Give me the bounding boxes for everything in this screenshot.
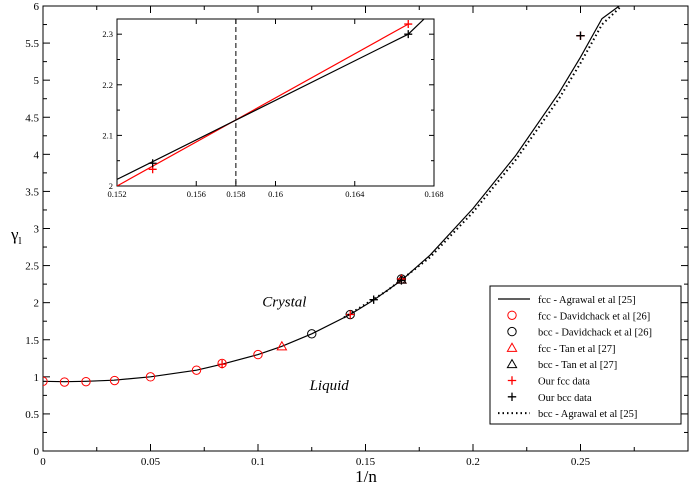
series-bcc-agrawal-et-al-25-	[343, 6, 623, 319]
series-fcc-tan-et-al-27-	[276, 274, 407, 351]
inset-data-point	[404, 30, 413, 39]
data-point	[217, 360, 227, 369]
data-point	[191, 365, 202, 375]
inset-series-bcc	[117, 19, 425, 180]
legend-entry-label: bcc - Tan et al [27]	[538, 360, 617, 371]
legend-entry-label: bcc - Agrawal et al [25]	[538, 409, 637, 420]
legend-entry-label: fcc - Tan et al [27]	[538, 344, 616, 355]
legend-swatch-marker	[506, 358, 518, 369]
series-line	[343, 6, 623, 319]
legend-swatch-marker	[507, 326, 517, 337]
y-tick-label: 0	[34, 446, 40, 458]
y-tick-label: 3	[34, 224, 40, 236]
y-tick-label: 6	[34, 1, 40, 13]
data-point	[43, 376, 48, 386]
inset-x-tick-label: 0.158	[226, 189, 245, 199]
x-axis-label: 1/n	[355, 467, 377, 485]
y-axis-label: γl	[10, 225, 22, 247]
y-tick-label: 3.5	[25, 186, 39, 198]
inset-data-point	[148, 159, 157, 168]
y-tick-label: 2.5	[25, 261, 39, 273]
y-tick-label: 1.5	[25, 335, 39, 347]
data-point	[307, 329, 317, 339]
data-point	[145, 372, 156, 382]
inset-frame	[116, 18, 435, 187]
y-tick-label: 2	[34, 298, 40, 310]
y-tick-label: 5.5	[25, 38, 39, 50]
legend-swatch-marker	[507, 310, 517, 320]
legend-swatch-marker	[507, 392, 517, 401]
inset-y-tick-label: 2.3	[102, 29, 113, 39]
y-tick-label: 1	[34, 372, 40, 384]
x-tick-label: 0.15	[356, 456, 376, 468]
data-point	[369, 295, 378, 304]
series-fcc-davidchack-et-al-26-	[43, 349, 263, 387]
y-tick-label: 4.5	[25, 112, 39, 124]
x-tick-label: 0.25	[571, 456, 591, 468]
series-line	[43, 6, 620, 383]
inset-data-point	[404, 20, 413, 29]
y-tick-label: 4	[34, 149, 40, 161]
data-point	[253, 349, 263, 360]
legend-entry-label: bcc - Davidchack et al [26]	[538, 328, 652, 339]
inset-chart: 0.152 0.156 0.158 0.16 0.164 0.168 2 2.1 2.2 2.3	[102, 18, 444, 199]
inset-y-tick-label: 2.2	[102, 80, 113, 90]
inset-y-tick-label: 2.1	[102, 130, 113, 140]
legend-swatch-marker	[506, 342, 518, 352]
annotation-liquid: Liquid	[309, 378, 350, 394]
x-tick-label: 0.05	[141, 456, 161, 468]
inset-x-tick-label: 0.164	[345, 189, 365, 199]
legend-entry-label: Our bcc data	[538, 393, 592, 404]
inset-x-tick-label: 0.16	[268, 189, 283, 199]
main-axes: 0 0.05 0.1 0.15 0.2 0.25 0 0.5 1 1.5 2 2.5 3 3.5 4 4.5 5…	[25, 1, 689, 468]
inset-x-tick-label: 0.156	[187, 189, 206, 199]
inset-series-line	[117, 23, 409, 186]
x-tick-label: 0.1	[251, 456, 265, 468]
y-tick-label: 0.5	[25, 409, 39, 421]
data-point	[576, 31, 585, 40]
legend-box	[489, 285, 682, 425]
main-series	[43, 6, 623, 387]
legend-entry-label: fcc - Davidchack et al [26]	[538, 311, 650, 322]
legend: fcc - Agrawal et al [25] fcc - Davidchack…	[489, 285, 682, 425]
x-tick-label: 0	[40, 456, 46, 468]
legend-entry-label: fcc - Agrawal et al [25]	[538, 295, 636, 306]
legend-swatch-marker	[507, 376, 517, 385]
annotation-crystal: Crystal	[262, 294, 306, 310]
data-point	[109, 375, 120, 386]
y-tick-label: 5	[34, 75, 40, 87]
inset-y-tick-label: 2	[109, 181, 113, 191]
inset-x-tick-label: 0.152	[107, 189, 126, 199]
data-point	[276, 340, 288, 351]
data-point	[346, 310, 355, 319]
x-tick-label: 0.2	[466, 456, 480, 468]
data-point	[59, 377, 70, 387]
data-point	[81, 376, 91, 387]
series-fcc-agrawal-et-al-25-	[43, 6, 620, 383]
inset-x-tick-label: 0.168	[424, 189, 443, 199]
legend-entry-label: Our fcc data	[538, 377, 590, 388]
